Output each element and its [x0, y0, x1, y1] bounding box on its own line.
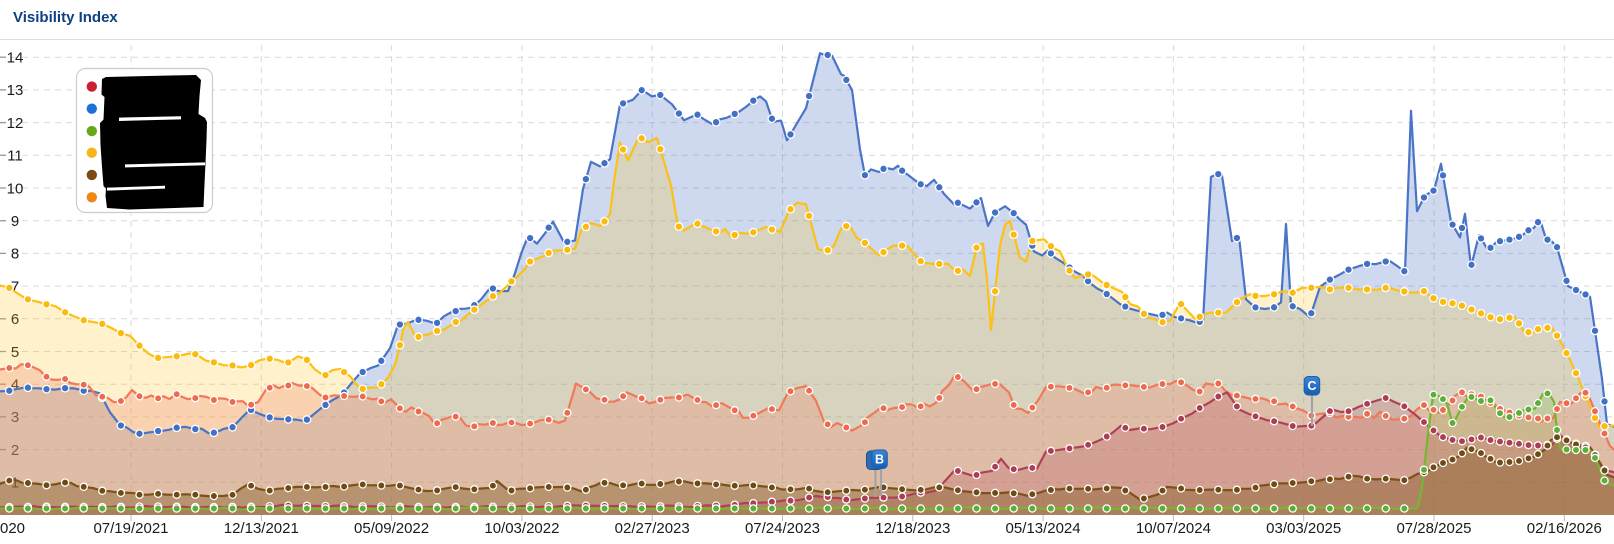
- svg-text:10: 10: [7, 180, 24, 197]
- svg-text:5: 5: [11, 344, 19, 361]
- svg-text:07/19/2021: 07/19/2021: [93, 520, 168, 537]
- svg-text:4: 4: [11, 377, 19, 394]
- svg-text:8: 8: [11, 246, 19, 263]
- svg-text:C: C: [1307, 379, 1316, 393]
- svg-text:12/18/2023: 12/18/2023: [875, 520, 950, 537]
- svg-text:Visibility Index: Visibility Index: [13, 9, 118, 26]
- svg-text:9: 9: [11, 213, 19, 230]
- svg-text:2: 2: [11, 442, 19, 459]
- svg-text:3: 3: [11, 409, 19, 426]
- svg-text:05/09/2022: 05/09/2022: [354, 520, 429, 537]
- svg-text:05/13/2024: 05/13/2024: [1006, 520, 1081, 537]
- svg-text:12/13/2021: 12/13/2021: [224, 520, 299, 537]
- svg-text:02/27/2023: 02/27/2023: [615, 520, 690, 537]
- svg-text:03/03/2025: 03/03/2025: [1266, 520, 1341, 537]
- svg-text:1: 1: [11, 475, 19, 492]
- svg-text:B: B: [875, 453, 884, 467]
- svg-text:13: 13: [7, 82, 24, 99]
- svg-text:07/24/2023: 07/24/2023: [745, 520, 820, 537]
- svg-text:11: 11: [7, 148, 23, 165]
- svg-text:10/03/2022: 10/03/2022: [484, 520, 559, 537]
- svg-text:020: 020: [0, 520, 25, 537]
- svg-text:10/07/2024: 10/07/2024: [1136, 520, 1211, 537]
- svg-text:7: 7: [11, 278, 19, 295]
- svg-text:14: 14: [7, 50, 24, 67]
- svg-text:6: 6: [11, 311, 19, 328]
- svg-text:02/16/2026: 02/16/2026: [1527, 520, 1602, 537]
- svg-text:07/28/2025: 07/28/2025: [1396, 520, 1471, 537]
- svg-text:12: 12: [7, 115, 24, 132]
